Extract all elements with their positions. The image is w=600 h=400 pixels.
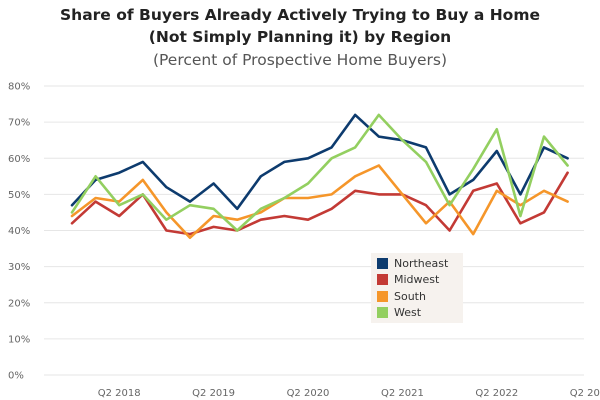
y-tick-label: 50% [8,190,30,201]
legend-swatch-northeast [377,257,388,269]
x-tick-label: Q2 2022 [475,388,518,399]
y-tick-label: 60% [8,154,30,165]
x-tick-label: Q2 2021 [381,388,424,399]
legend-swatch-midwest [377,274,388,286]
x-tick-label: Q2 2020 [287,388,330,399]
legend-label-midwest: Midwest [394,273,440,287]
x-tick-label: Q2 2023 [570,388,600,399]
legend: Northeast Midwest South West [371,253,463,323]
y-tick-label: 70% [8,118,30,129]
y-tick-label: 20% [8,298,30,309]
y-tick-label: 10% [8,334,30,345]
chart-subtitle-units: (Percent of Prospective Home Buyers) [152,51,448,69]
legend-label-west: West [394,306,422,320]
chart-title: Share of Buyers Already Actively Trying … [60,6,540,24]
series-line-south [70,164,569,239]
y-tick-label: 80% [8,82,30,93]
chart-subtitle: (Not Simply Planning it) by Region [148,28,452,46]
legend-item-midwest: Midwest [377,272,457,289]
legend-label-south: South [394,289,426,303]
legend-swatch-south [377,290,388,302]
y-tick-label: 40% [8,226,30,237]
series-line-midwest [70,171,569,236]
x-tick-label: Q2 2019 [192,388,235,399]
y-tick-label: 30% [8,262,30,273]
legend-item-south: South [377,288,457,305]
series-line-west [70,113,569,232]
y-tick-label: 0% [8,371,24,382]
legend-label-northeast: Northeast [394,256,449,270]
legend-swatch-west [377,307,388,319]
x-tick-label: Q2 2018 [98,388,141,399]
series-line-northeast [70,113,569,211]
legend-item-west: West [377,305,457,322]
legend-item-northeast: Northeast [377,255,457,272]
